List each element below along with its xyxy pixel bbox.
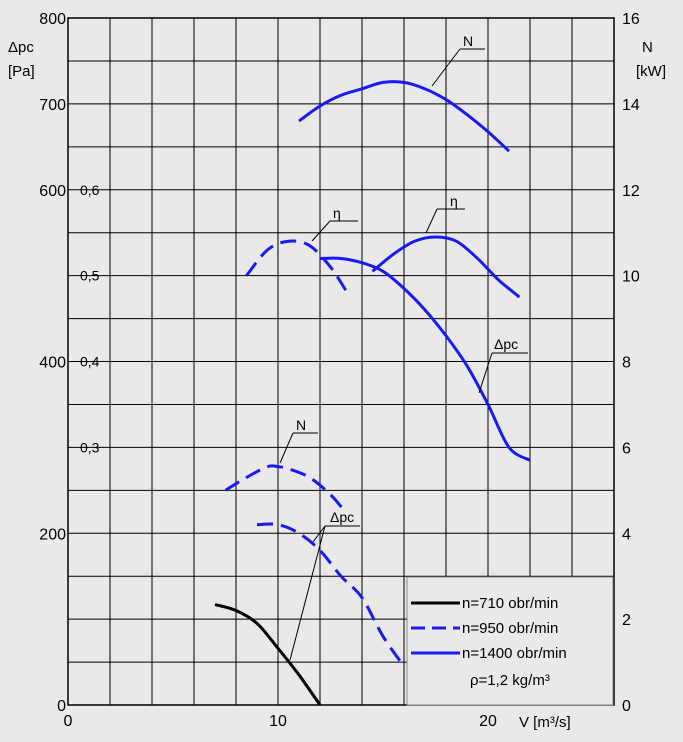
y-left-tick-label: 700 (39, 97, 66, 114)
annot-leader-dpc-1400 (478, 352, 493, 394)
y-left-label-line2: [Pa] (8, 63, 35, 80)
curves (214, 80, 531, 706)
annot-eta-950: η (333, 205, 341, 221)
y-right-tick-label: 14 (622, 97, 640, 114)
curve-950-eta (245, 239, 349, 294)
y-right-tick-label: 8 (622, 355, 631, 372)
curve-710-dpc (214, 603, 322, 706)
y-right-tick-label: 6 (622, 440, 631, 457)
legend-entry-710: n=710 obr/min (462, 595, 558, 612)
curve-1400-eta (371, 235, 521, 299)
y-right-tick-label: 4 (622, 526, 631, 543)
x-tick-label: 10 (269, 713, 287, 730)
y-left-tick-label: 400 (39, 355, 66, 372)
annot-eta-1400: η (450, 193, 458, 209)
y-left-tick-label: 600 (39, 183, 66, 200)
annot-leader-eta-1400 (425, 208, 438, 234)
curve-950-dpc (256, 522, 406, 668)
x-tick-label: 0 (64, 713, 73, 730)
y-right-tick-label: 12 (622, 183, 640, 200)
curve-1400-n (298, 80, 511, 153)
y-left-tick-label: 200 (39, 526, 66, 543)
efficiency-tick-label: 0,5 (80, 268, 100, 284)
legend: n=710 obr/min n=950 obr/min n=1400 obr/m… (406, 576, 614, 706)
legend-density-note: ρ=1,2 kg/m³ (470, 672, 550, 689)
annot-leader-dpc-950 (312, 525, 326, 543)
annotations: N η η Δpc N Δpc (279, 33, 528, 661)
x-tick-label: 20 (479, 713, 497, 730)
tick-labels: 0 10 20020040060070080002468101214160,30,4… (39, 11, 640, 730)
efficiency-tick-label: 0,6 (80, 182, 100, 198)
efficiency-tick-label: 0,4 (80, 354, 100, 370)
annot-leader-eta-950 (311, 220, 331, 242)
annot-dpc-low: Δpc (330, 509, 354, 525)
y-right-label-line1: N (642, 39, 653, 56)
curve-950-n (224, 464, 347, 513)
y-right-label-line2: [kW] (636, 63, 666, 80)
y-right-tick-label: 10 (622, 269, 640, 286)
annot-leader-n-top (431, 48, 461, 87)
y-left-label-line1: Δpc (8, 39, 34, 56)
x-axis-label: V [m³/s] (519, 714, 571, 731)
annot-leader-dpc-710 (289, 525, 326, 661)
curve-1400-dpc (319, 256, 531, 462)
y-right-tick-label: 0 (622, 698, 631, 715)
legend-entry-1400: n=1400 obr/min (462, 645, 567, 662)
y-right-tick-label: 16 (622, 11, 640, 28)
annot-dpc-1400: Δpc (494, 336, 518, 352)
y-left-tick-label: 800 (39, 11, 66, 28)
legend-box (406, 576, 614, 706)
y-right-tick-label: 2 (622, 612, 631, 629)
annot-n-top: N (463, 33, 473, 49)
axis-labels: Δpc [Pa] N [kW] V [m³/s] (8, 39, 666, 731)
legend-entry-950: n=950 obr/min (462, 620, 558, 637)
y-left-tick-label: 0 (57, 698, 66, 715)
annot-n-950: N (296, 417, 306, 433)
efficiency-tick-label: 0,3 (80, 439, 100, 455)
annot-leader-n-950 (279, 432, 294, 464)
